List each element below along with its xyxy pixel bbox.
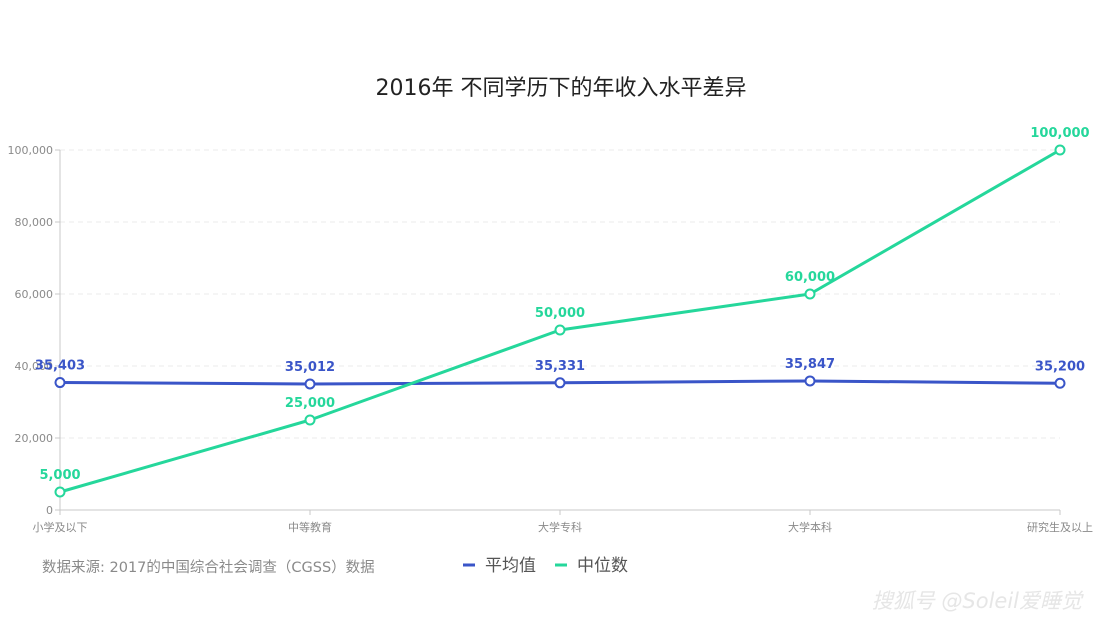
data-label: 60,000 bbox=[785, 270, 835, 285]
data-point bbox=[304, 414, 316, 426]
legend-label: 中位数 bbox=[577, 556, 628, 576]
data-labels: 35,403 35,012 35,331 35,847 35,200 5,000 25,00… bbox=[35, 126, 1090, 483]
y-tick-label: 100,000 bbox=[8, 144, 54, 157]
x-tick-label: 小学及以下 bbox=[33, 520, 88, 534]
data-point bbox=[1054, 377, 1066, 389]
data-label: 25,000 bbox=[285, 396, 335, 411]
data-label: 35,403 bbox=[35, 359, 85, 374]
y-tick-label: 80,000 bbox=[15, 216, 54, 229]
data-point bbox=[54, 377, 66, 389]
y-tick-label: 40,000 bbox=[15, 360, 54, 373]
series bbox=[54, 144, 1066, 498]
data-point bbox=[304, 378, 316, 390]
data-point bbox=[554, 324, 566, 336]
x-tick-label: 中等教育 bbox=[288, 520, 332, 534]
data-point bbox=[1054, 144, 1066, 156]
data-label: 5,000 bbox=[39, 468, 80, 483]
series-line bbox=[59, 148, 1061, 494]
legend-label: 平均值 bbox=[485, 556, 536, 576]
data-label: 35,847 bbox=[785, 357, 835, 372]
data-label: 35,200 bbox=[1035, 359, 1085, 374]
data-point bbox=[54, 486, 66, 498]
data-point bbox=[554, 377, 566, 389]
x-tick-label: 大学本科 bbox=[788, 520, 832, 534]
data-label: 100,000 bbox=[1030, 126, 1089, 141]
chart-title: 2016年 不同学历下的年收入水平差异 bbox=[376, 76, 747, 101]
data-point bbox=[804, 375, 816, 387]
source-note: 数据来源: 2017的中国综合社会调查（CGSS）数据 bbox=[42, 559, 375, 576]
x-tick-label: 研究生及以上 bbox=[1027, 520, 1093, 534]
data-label: 50,000 bbox=[535, 306, 585, 321]
legend: 平均值 中位数 bbox=[463, 556, 628, 576]
y-tick-label: 60,000 bbox=[15, 288, 54, 301]
data-label: 35,331 bbox=[535, 359, 585, 374]
axes: 0 20,000 40,000 60,000 80,000 100,000 小学及以下 中等教… bbox=[8, 144, 1094, 534]
y-tick-label: 20,000 bbox=[15, 432, 54, 445]
watermark: 搜狐号 @Soleil爱睡觉 bbox=[872, 589, 1084, 613]
data-point bbox=[804, 288, 816, 300]
x-tick-label: 大学专科 bbox=[538, 520, 582, 534]
grid bbox=[60, 149, 1060, 439]
data-label: 35,012 bbox=[285, 360, 335, 375]
y-tick-label: 0 bbox=[46, 504, 53, 517]
